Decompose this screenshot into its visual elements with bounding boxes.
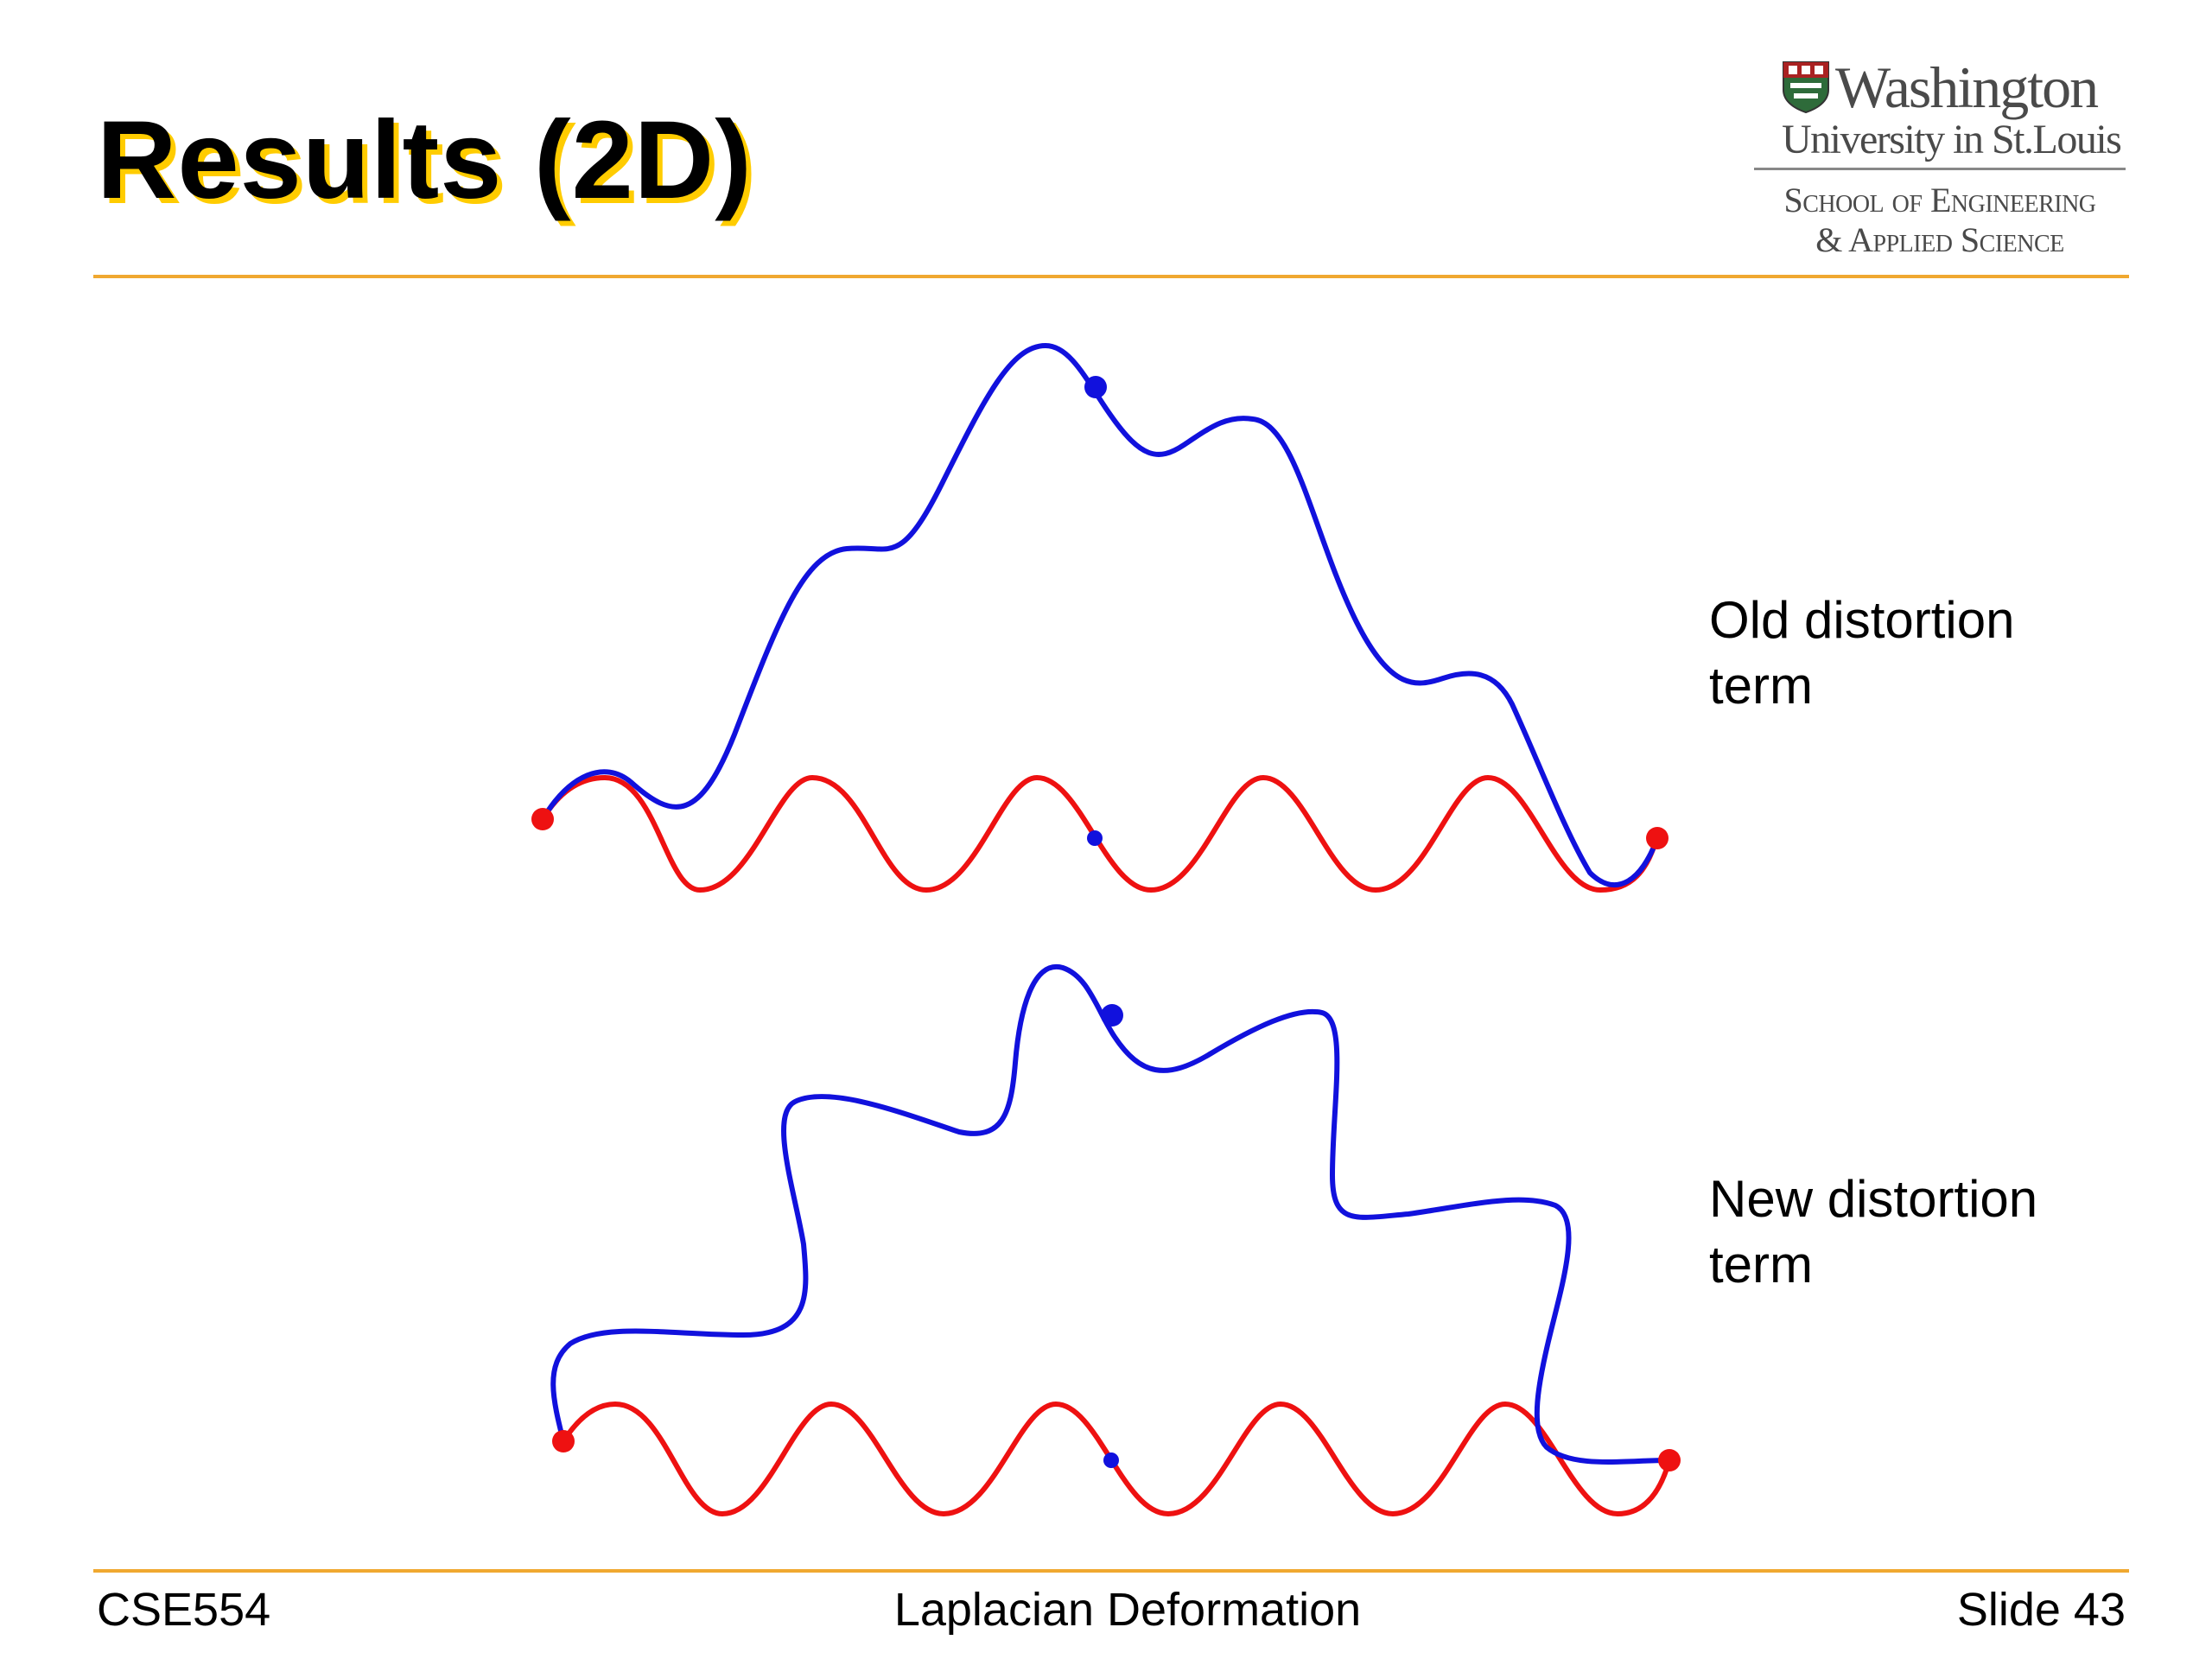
- handle-original-top: [1087, 830, 1103, 846]
- handle-moved-bottom: [1101, 1004, 1123, 1027]
- logo-line-2: University in St.Louis: [1782, 117, 2122, 162]
- anchor-point-left-bottom: [552, 1430, 575, 1452]
- footer-slide-number: Slide 43: [1956, 1584, 2126, 1636]
- header-rule: [93, 275, 2129, 278]
- anchor-point-left-top: [531, 808, 554, 830]
- university-logo: Washington University in St.Louis School…: [1745, 54, 2134, 261]
- footer-topic: Laplacian Deformation: [893, 1584, 1362, 1636]
- deformed-curve-bottom: [550, 963, 1670, 1465]
- logo-line-1: Washington: [1835, 54, 2099, 120]
- anchor-point-right-top: [1646, 827, 1669, 849]
- new-distortion-example: [550, 963, 1681, 1517]
- caption-old-distortion: Old distortion term: [1709, 591, 2015, 715]
- footer-rule: [93, 1569, 2129, 1573]
- original-curve-bottom: [561, 1401, 1672, 1517]
- old-distortion-example: [531, 342, 1669, 893]
- slide-title: Results (2D): [97, 99, 753, 222]
- handle-moved-top: [1084, 376, 1107, 398]
- logo-line-4: & Applied Science: [1815, 220, 2064, 259]
- logo-divider: [1754, 168, 2126, 170]
- shield-icon: [1783, 61, 1829, 114]
- deformed-curve-top: [540, 342, 1660, 888]
- footer-course: CSE554: [97, 1584, 271, 1636]
- handle-original-bottom: [1103, 1452, 1119, 1468]
- anchor-point-right-bottom: [1658, 1449, 1681, 1471]
- logo-line-3: School of Engineering: [1783, 181, 2096, 219]
- caption-new-distortion: New distortion term: [1709, 1170, 2038, 1294]
